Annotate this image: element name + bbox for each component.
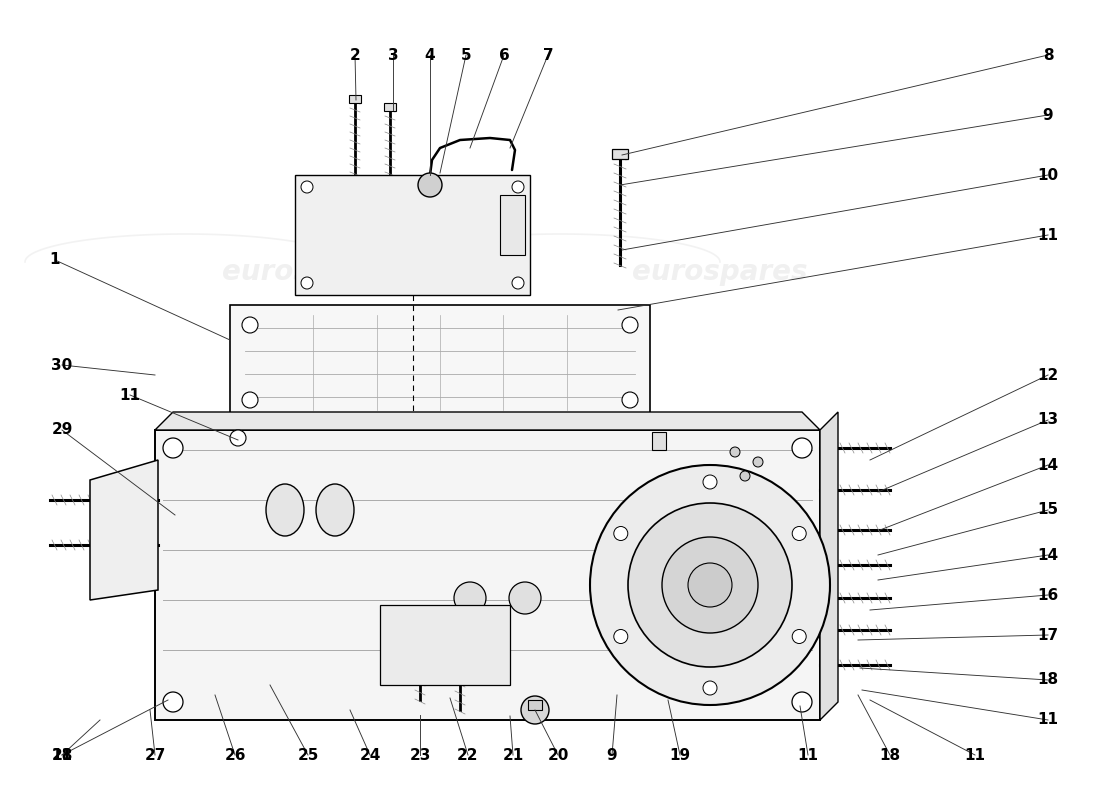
- Text: 17: 17: [1037, 627, 1058, 642]
- Circle shape: [614, 526, 628, 541]
- Ellipse shape: [266, 484, 304, 536]
- Text: 6: 6: [498, 47, 509, 62]
- Text: 11: 11: [965, 747, 986, 762]
- Text: 19: 19: [670, 747, 691, 762]
- Text: 7: 7: [542, 47, 553, 62]
- Text: 15: 15: [1037, 502, 1058, 518]
- Polygon shape: [295, 175, 530, 295]
- Text: 18: 18: [879, 747, 901, 762]
- Text: 4: 4: [425, 47, 436, 62]
- Text: 11: 11: [120, 387, 141, 402]
- Text: eurospares: eurospares: [632, 258, 807, 286]
- Circle shape: [512, 277, 524, 289]
- Circle shape: [163, 438, 183, 458]
- Text: 20: 20: [548, 747, 569, 762]
- Text: eurospares: eurospares: [632, 516, 807, 544]
- Text: 21: 21: [503, 747, 524, 762]
- Text: 10: 10: [1037, 167, 1058, 182]
- Circle shape: [621, 392, 638, 408]
- Text: 12: 12: [1037, 367, 1058, 382]
- Bar: [612, 149, 628, 159]
- Bar: [349, 95, 361, 103]
- Circle shape: [792, 526, 806, 541]
- Text: 5: 5: [461, 47, 471, 62]
- Circle shape: [754, 457, 763, 467]
- Polygon shape: [155, 430, 820, 720]
- Circle shape: [628, 503, 792, 667]
- Text: 27: 27: [144, 747, 166, 762]
- Bar: [528, 700, 542, 710]
- Circle shape: [521, 696, 549, 724]
- Polygon shape: [90, 460, 158, 600]
- Text: 11: 11: [798, 747, 818, 762]
- Text: 8: 8: [1043, 47, 1054, 62]
- Bar: [652, 432, 666, 450]
- Text: 16: 16: [1037, 587, 1058, 602]
- Circle shape: [301, 277, 314, 289]
- Text: 14: 14: [1037, 547, 1058, 562]
- Circle shape: [418, 173, 442, 197]
- Ellipse shape: [316, 484, 354, 536]
- Circle shape: [621, 317, 638, 333]
- Circle shape: [512, 181, 524, 193]
- Text: 30: 30: [52, 358, 73, 373]
- Circle shape: [590, 465, 830, 705]
- Circle shape: [730, 447, 740, 457]
- Circle shape: [454, 582, 486, 614]
- Text: 18: 18: [1037, 673, 1058, 687]
- Circle shape: [614, 630, 628, 643]
- Circle shape: [242, 317, 258, 333]
- Bar: [500, 195, 525, 255]
- Text: 11: 11: [1037, 713, 1058, 727]
- Circle shape: [509, 582, 541, 614]
- Text: 14: 14: [1037, 458, 1058, 473]
- Text: 26: 26: [224, 747, 245, 762]
- Text: 2: 2: [350, 47, 361, 62]
- Circle shape: [792, 692, 812, 712]
- Circle shape: [662, 537, 758, 633]
- Text: 29: 29: [52, 422, 73, 438]
- Circle shape: [740, 471, 750, 481]
- Text: 23: 23: [409, 747, 431, 762]
- Text: 1: 1: [50, 253, 60, 267]
- Circle shape: [230, 430, 246, 446]
- Circle shape: [688, 563, 732, 607]
- Circle shape: [301, 181, 314, 193]
- Circle shape: [792, 630, 806, 643]
- Text: eurospares: eurospares: [222, 516, 398, 544]
- Text: 11: 11: [52, 747, 73, 762]
- Bar: [384, 103, 396, 111]
- Polygon shape: [155, 412, 820, 430]
- Circle shape: [792, 438, 812, 458]
- Circle shape: [242, 392, 258, 408]
- Text: 9: 9: [1043, 107, 1054, 122]
- Polygon shape: [230, 305, 650, 420]
- Text: 13: 13: [1037, 413, 1058, 427]
- Circle shape: [703, 475, 717, 489]
- Circle shape: [163, 692, 183, 712]
- Text: eurospares: eurospares: [222, 258, 398, 286]
- Text: 28: 28: [52, 747, 73, 762]
- Text: 22: 22: [458, 747, 478, 762]
- Circle shape: [703, 681, 717, 695]
- Polygon shape: [820, 412, 838, 720]
- Text: 25: 25: [297, 747, 319, 762]
- Text: 11: 11: [1037, 227, 1058, 242]
- Text: 9: 9: [607, 747, 617, 762]
- Bar: [379, 605, 510, 685]
- Text: 3: 3: [387, 47, 398, 62]
- Text: 24: 24: [360, 747, 381, 762]
